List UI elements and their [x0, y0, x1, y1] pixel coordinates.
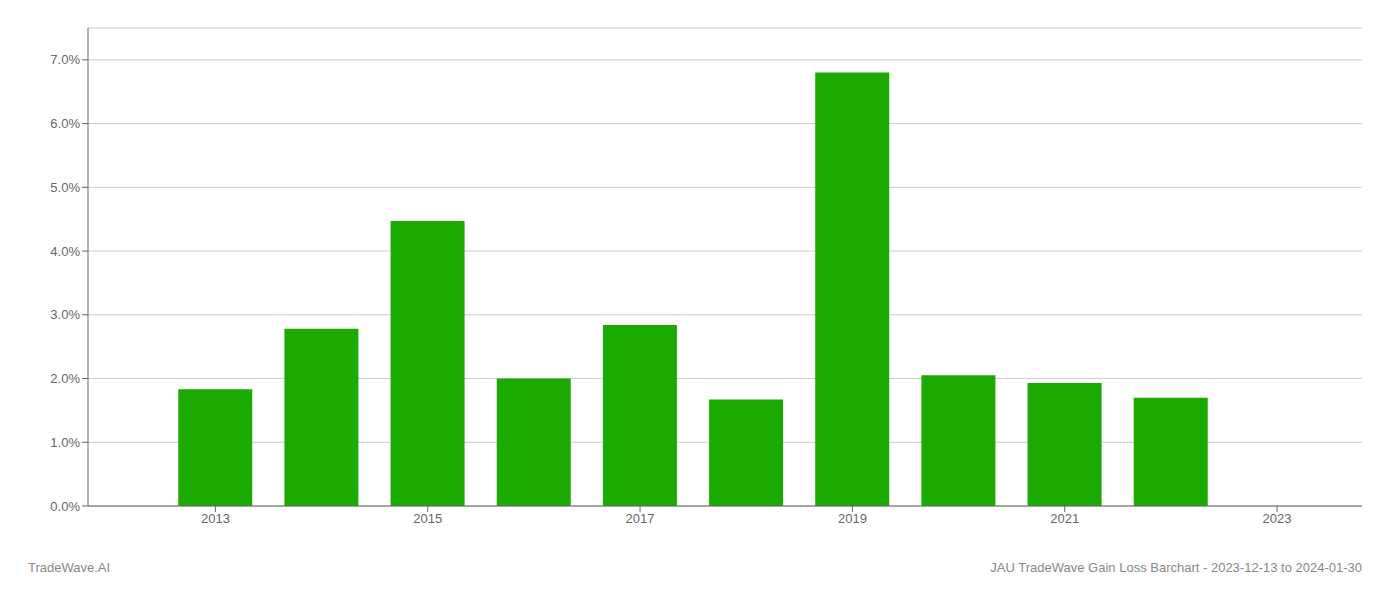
svg-text:1.0%: 1.0% [50, 435, 80, 450]
svg-text:6.0%: 6.0% [50, 116, 80, 131]
svg-text:2015: 2015 [413, 511, 442, 526]
svg-text:2017: 2017 [626, 511, 655, 526]
svg-text:2019: 2019 [838, 511, 867, 526]
svg-text:7.0%: 7.0% [50, 52, 80, 67]
html-text:JAU TradeWave Gain Loss Barcha: JAU TradeWave Gain Loss Barchart - 2023-… [990, 560, 1362, 575]
svg-text:3.0%: 3.0% [50, 307, 80, 322]
svg-text:2023: 2023 [1263, 511, 1292, 526]
svg-text:4.0%: 4.0% [50, 244, 80, 259]
html-text:TradeWave.AI: TradeWave.AI [28, 560, 111, 575]
svg-text:0.0%: 0.0% [50, 499, 80, 514]
svg-text:5.0%: 5.0% [50, 180, 80, 195]
svg-text:2013: 2013 [201, 511, 230, 526]
svg-text:2.0%: 2.0% [50, 371, 80, 386]
svg-text:2021: 2021 [1050, 511, 1079, 526]
